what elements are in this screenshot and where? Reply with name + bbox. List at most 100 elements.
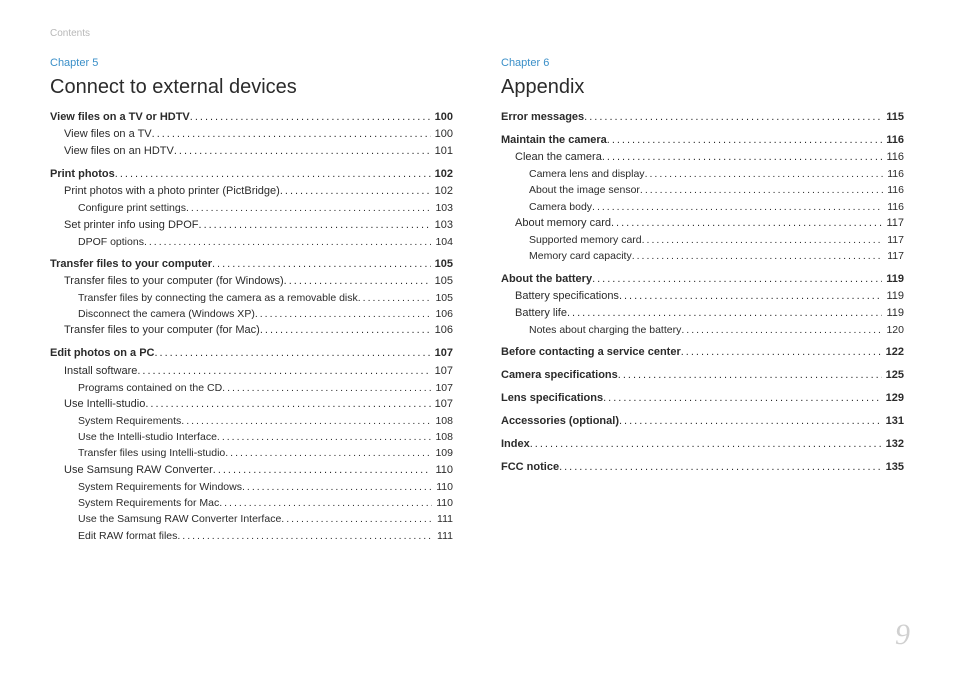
toc-entry[interactable]: Transfer files to your computer (for Mac…: [50, 322, 453, 339]
toc-entry[interactable]: System Requirements for Windows110: [50, 479, 453, 495]
toc-entry[interactable]: View files on an HDTV101: [50, 143, 453, 160]
toc-entry[interactable]: Battery life119: [501, 305, 904, 322]
toc-entry[interactable]: Camera body116: [501, 199, 904, 215]
toc-entry[interactable]: Use the Samsung RAW Converter Interface1…: [50, 511, 453, 527]
toc-entry[interactable]: About the image sensor116: [501, 182, 904, 198]
toc-dot-leader: [642, 232, 884, 248]
toc-entry[interactable]: Before contacting a service center122: [501, 344, 904, 361]
toc-entry[interactable]: Transfer files to your computer (for Win…: [50, 273, 453, 290]
toc-entry[interactable]: System Requirements108: [50, 413, 453, 429]
toc-entry[interactable]: Lens specifications 129: [501, 390, 904, 407]
toc-entry-page: 102: [431, 166, 453, 183]
toc-entry-label: Transfer files by connecting the camera …: [78, 290, 358, 306]
toc-entry-page: 116: [883, 166, 904, 182]
toc-entry-page: 106: [431, 322, 453, 339]
toc-entry-page: 132: [882, 436, 904, 453]
toc-entry[interactable]: Disconnect the camera (Windows XP)106: [50, 306, 453, 322]
toc-dot-leader: [632, 248, 884, 264]
toc-entry-page: 105: [431, 256, 453, 273]
toc-entry[interactable]: About memory card117: [501, 215, 904, 232]
toc-dot-leader: [681, 344, 882, 361]
toc-entry-label: About memory card: [515, 215, 611, 232]
toc-entry[interactable]: View files on a TV or HDTV100: [50, 109, 453, 126]
toc-entry-label: Index: [501, 436, 530, 453]
toc-entry-label: Maintain the camera: [501, 132, 607, 149]
toc-entry-page: 109: [431, 445, 453, 461]
toc-entry-page: 116: [882, 132, 904, 149]
right-column: Chapter 6 Appendix Error messages115Main…: [501, 57, 904, 544]
toc-entry[interactable]: Supported memory card117: [501, 232, 904, 248]
toc-entry[interactable]: Notes about charging the battery120: [501, 322, 904, 338]
toc-entry-page: 116: [882, 149, 904, 166]
toc-entry[interactable]: Maintain the camera 116: [501, 132, 904, 149]
toc-entry[interactable]: Battery specifications119: [501, 288, 904, 305]
toc-entry[interactable]: Set printer info using DPOF103: [50, 217, 453, 234]
toc-entry[interactable]: Camera specifications 125: [501, 367, 904, 384]
toc-entry-label: Print photos with a photo printer (PictB…: [64, 183, 280, 200]
toc-entry[interactable]: DPOF options104: [50, 234, 453, 250]
toc-entry-label: DPOF options: [78, 234, 144, 250]
toc-entry[interactable]: Print photos102: [50, 166, 453, 183]
toc-entry-page: 125: [882, 367, 904, 384]
toc-entry[interactable]: System Requirements for Mac110: [50, 495, 453, 511]
toc-dot-leader: [603, 390, 882, 407]
toc-entry[interactable]: Configure print settings103: [50, 200, 453, 216]
toc-entry[interactable]: Use the Intelli-studio Interface108: [50, 429, 453, 445]
toc-entry-page: 107: [431, 396, 453, 413]
toc-entry-label: Use Samsung RAW Converter: [64, 462, 213, 479]
toc-entry[interactable]: Memory card capacity117: [501, 248, 904, 264]
toc-entry-page: 119: [882, 305, 904, 322]
header-contents-label: Contents: [50, 28, 904, 39]
toc-entry[interactable]: Install software107: [50, 363, 453, 380]
toc-entry[interactable]: About the battery119: [501, 271, 904, 288]
toc-dot-leader: [681, 322, 882, 338]
chapter-5-label: Chapter 5: [50, 57, 453, 69]
toc-entry-page: 111: [433, 511, 453, 527]
toc-entry-label: Lens specifications: [501, 390, 603, 407]
toc-entry-label: Notes about charging the battery: [529, 322, 681, 338]
toc-entry[interactable]: Use Intelli-studio 107: [50, 396, 453, 413]
toc-dot-leader: [219, 495, 432, 511]
toc-entry-page: 135: [882, 459, 904, 476]
toc-entry-page: 111: [433, 528, 453, 544]
toc-entry[interactable]: Print photos with a photo printer (PictB…: [50, 183, 453, 200]
toc-entry[interactable]: Clean the camera116: [501, 149, 904, 166]
toc-entry-label: FCC notice: [501, 459, 559, 476]
toc-entry[interactable]: FCC notice 135: [501, 459, 904, 476]
toc-dot-leader: [212, 256, 431, 273]
toc-entry[interactable]: Camera lens and display116: [501, 166, 904, 182]
toc-entry-page: 107: [431, 345, 453, 362]
toc-entry-label: Edit RAW format files: [78, 528, 177, 544]
toc-entry[interactable]: Transfer files using Intelli-studio109: [50, 445, 453, 461]
toc-entry-label: Camera specifications: [501, 367, 618, 384]
toc-entry[interactable]: Edit RAW format files 111: [50, 528, 453, 544]
toc-entry[interactable]: Transfer files to your computer105: [50, 256, 453, 273]
toc-entry-page: 107: [431, 363, 453, 380]
toc-entry-label: Configure print settings: [78, 200, 186, 216]
toc-entry-page: 108: [431, 429, 453, 445]
toc-entry-page: 122: [882, 344, 904, 361]
toc-dot-leader: [217, 429, 432, 445]
toc-entry-page: 101: [431, 143, 453, 160]
toc-entry[interactable]: Accessories (optional)131: [501, 413, 904, 430]
toc-dot-leader: [645, 166, 884, 182]
toc-entry[interactable]: Transfer files by connecting the camera …: [50, 290, 453, 306]
toc-entry-label: Use Intelli-studio: [64, 396, 145, 413]
toc-entry-label: About the battery: [501, 271, 592, 288]
toc-dot-leader: [155, 345, 431, 362]
toc-dot-leader: [281, 511, 433, 527]
toc-entry-page: 129: [882, 390, 904, 407]
toc-entry-page: 116: [883, 182, 904, 198]
toc-entry[interactable]: Programs contained on the CD107: [50, 380, 453, 396]
toc-entry-label: Edit photos on a PC: [50, 345, 155, 362]
toc-dot-leader: [584, 109, 882, 126]
toc-entry[interactable]: Edit photos on a PC 107: [50, 345, 453, 362]
right-toc-list: Error messages115Maintain the camera116C…: [501, 109, 904, 476]
toc-entry-page: 107: [431, 380, 453, 396]
toc-entry-label: Transfer files to your computer (for Mac…: [64, 322, 260, 339]
toc-entry-page: 105: [431, 273, 453, 290]
toc-entry[interactable]: Index 132: [501, 436, 904, 453]
toc-entry[interactable]: Error messages115: [501, 109, 904, 126]
toc-entry[interactable]: View files on a TV100: [50, 126, 453, 143]
toc-entry[interactable]: Use Samsung RAW Converter110: [50, 462, 453, 479]
